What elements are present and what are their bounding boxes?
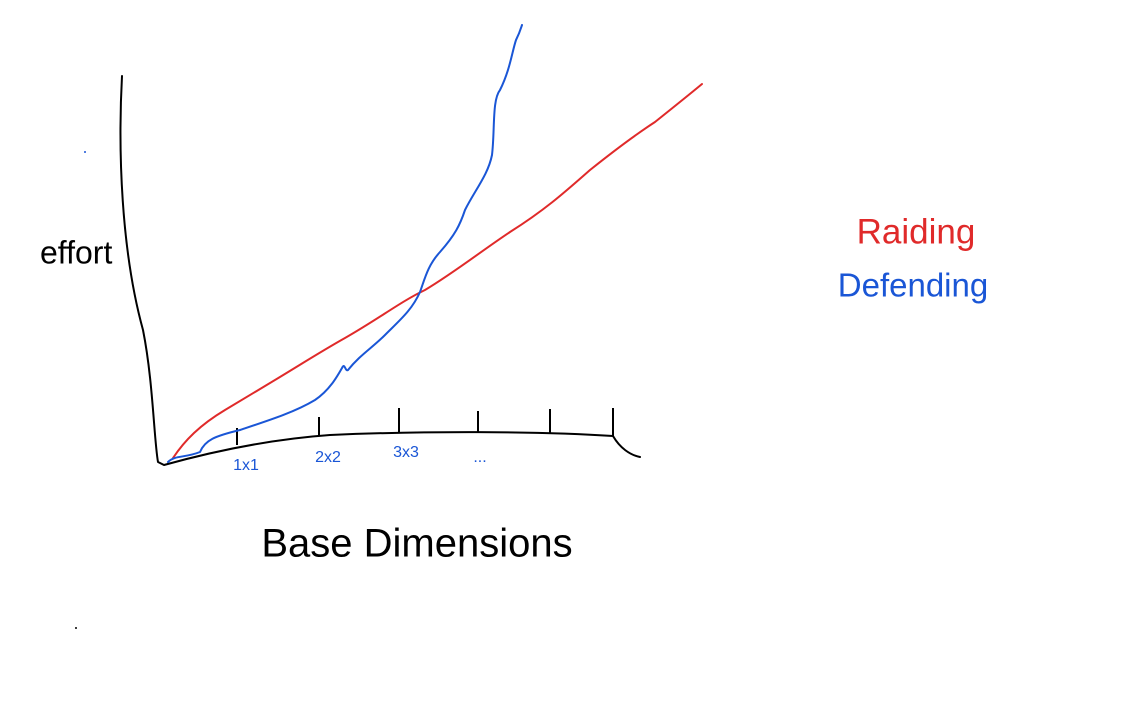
x-tick-label: 1x1 <box>233 457 259 474</box>
raiding-curve <box>172 83 703 459</box>
y-axis-label: effort <box>40 234 112 270</box>
x-tick-label: 2x2 <box>315 449 341 466</box>
dot <box>75 627 77 629</box>
dot <box>84 151 86 153</box>
legend-entry: Raiding <box>857 212 976 251</box>
x-axis-label: Base Dimensions <box>261 522 572 566</box>
x-tick-label: 3x3 <box>393 444 419 461</box>
defending-curve <box>167 24 523 463</box>
x-tick-label: ... <box>473 449 486 466</box>
legend-entry: Defending <box>838 267 988 304</box>
axes <box>119 75 641 466</box>
